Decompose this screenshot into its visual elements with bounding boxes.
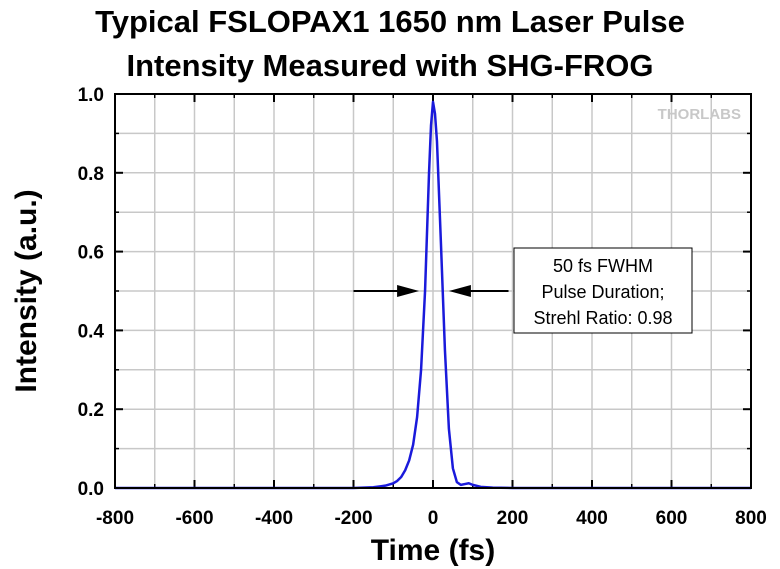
- y-tick-labels: 0.0 0.2 0.4 0.6 0.8 1.0: [78, 85, 105, 500]
- x-tick-label: 600: [656, 508, 688, 529]
- series-line-0: [115, 100, 751, 490]
- annotation-line-1: 50 fs FWHM: [553, 256, 653, 276]
- y-tick-label: 1.0: [78, 85, 104, 106]
- annotation-box: [513, 247, 693, 334]
- y-tick-label: 0.2: [78, 400, 104, 421]
- x-tick-label: 800: [735, 508, 767, 529]
- x-tick-label: 400: [576, 508, 608, 529]
- x-tick-label: 0: [428, 508, 439, 529]
- x-tick-label: -600: [175, 508, 213, 529]
- x-tick-label: -800: [96, 508, 134, 529]
- fwhm-arrow-left-head: [397, 285, 420, 297]
- plot-frame: [114, 93, 752, 489]
- x-axis-title: Time (fs): [371, 534, 495, 567]
- y-tick-label: 0.0: [78, 479, 104, 500]
- y-axis-title: Intensity (a.u.): [10, 189, 43, 392]
- annotation-line-3: Strehl Ratio: 0.98: [533, 308, 672, 328]
- x-tick-label: 200: [497, 508, 529, 529]
- fwhm-arrow-right-head: [448, 285, 471, 297]
- chart-title-line-1: Typical FSLOPAX1 1650 nm Laser Pulse: [95, 4, 685, 39]
- x-tick-labels: -800 -600 -400 -200 0 200 400 600 800: [96, 508, 767, 529]
- x-tick-label: -400: [255, 508, 293, 529]
- x-tick-label: -200: [334, 508, 372, 529]
- y-tick-label: 0.6: [78, 243, 104, 264]
- fwhm-arrows: [353, 285, 509, 297]
- chart-title-line-2: Intensity Measured with SHG-FROG: [126, 48, 654, 83]
- y-tick-label: 0.8: [78, 164, 104, 185]
- thorlabs-logo: THORLABS: [658, 106, 741, 123]
- series-curve-group: [115, 100, 751, 490]
- annotation-line-2: Pulse Duration;: [541, 282, 664, 302]
- fwhm-annotation: 50 fs FWHM Pulse Duration; Strehl Ratio:…: [513, 247, 693, 334]
- y-tick-label: 0.4: [78, 321, 105, 342]
